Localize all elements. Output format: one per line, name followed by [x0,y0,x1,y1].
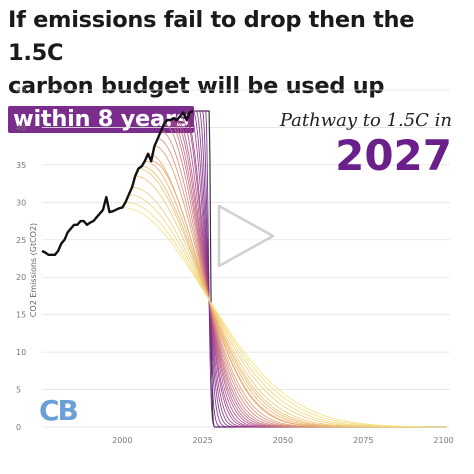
x-tick-label: 2050 [273,436,293,445]
y-tick-label: 30 [16,198,26,207]
y-tick-label: 35 [16,161,26,170]
headline-line-1: If emissions fail to drop then the 1.5C [8,7,415,66]
x-tick-labels: 2000 2025 2050 2075 2100 [112,436,454,445]
x-tick-label: 2025 [192,436,212,445]
carbon-brief-logo: CB [39,394,78,427]
pathway-line-2002 [128,194,447,428]
y-tick-label: 10 [16,348,26,357]
y-tick-label: 5 [16,386,21,395]
y-tick-label: 25 [16,236,26,245]
play-icon [217,204,275,268]
historical-emissions-line [41,109,194,256]
x-tick-label: 2000 [112,436,132,445]
pathway-label: Pathway to 1.5C in [279,110,452,131]
y-tick-label: 15 [16,311,26,320]
headline-line-2-text: carbon budget will be used up [8,73,385,99]
x-tick-label: 2075 [353,436,373,445]
y-tick-label: 0 [16,423,21,432]
y-tick-label: 20 [16,273,26,282]
y-tick-label: 45 [16,86,26,95]
pathway-line-2006 [141,165,447,428]
pathway-line-2000 [122,207,447,428]
y-axis-label: CO2 Emissions (GtCO2) [29,223,38,317]
pathway-year: 2027 [335,131,452,180]
y-tick-label: 40 [16,123,26,132]
x-tick-label: 2100 [433,436,453,445]
pathway-lines [122,110,447,428]
y-tick-labels: 0 5 10 15 20 25 30 35 40 45 [16,86,26,432]
pathway-line-2008 [148,153,447,428]
